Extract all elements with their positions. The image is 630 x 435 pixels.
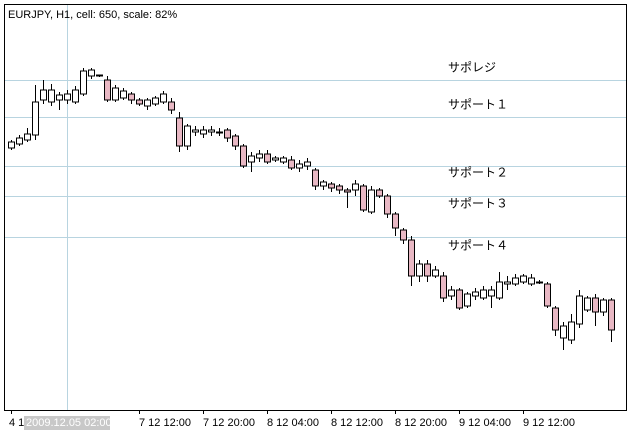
candle-body (320, 181, 327, 187)
x-axis: 4 1 7 12 12:00 7 12 20:00 8 12 04:00 8 12 12… (9, 410, 575, 429)
candle-body (344, 189, 351, 193)
candle-body (416, 263, 423, 277)
candle-body (96, 74, 103, 77)
candle-body (512, 277, 519, 285)
candle-body (40, 89, 47, 101)
candle-body (168, 101, 175, 111)
x-tick-label: 4 1 (9, 417, 24, 429)
candle-body (424, 263, 431, 277)
candle-body (488, 289, 495, 297)
plot-frame (4, 4, 627, 411)
candle-body (48, 89, 55, 103)
level-label: サポート２ (448, 166, 508, 180)
candle-body (192, 129, 199, 133)
level-label: サポート４ (448, 239, 508, 253)
x-tick-label: 9 12 04:00 (459, 417, 511, 429)
candle-body (72, 89, 79, 103)
candle-body (456, 289, 463, 309)
candle-body (64, 93, 71, 101)
candle-body (104, 79, 111, 101)
x-tick-label: 9 12 12:00 (523, 417, 575, 429)
candle-body (88, 69, 95, 77)
candle-body (408, 239, 415, 277)
candle-body (352, 183, 359, 191)
level-label: サポート１ (448, 98, 508, 112)
candle-body (112, 87, 119, 101)
candle-body (368, 189, 375, 213)
candle-body (312, 169, 319, 187)
candle-body (224, 129, 231, 139)
candle-body (544, 283, 551, 307)
candle-body (432, 269, 439, 277)
candle-body (200, 129, 207, 135)
candle-body (232, 135, 239, 147)
candle-body (160, 93, 167, 103)
x-tick-label: 8 12 04:00 (267, 417, 319, 429)
x-tick-label: 7 12 20:00 (203, 417, 255, 429)
candle-body (80, 70, 87, 95)
level-label: サポレジ (448, 61, 496, 75)
chart-title: EURJPY, H1, cell: 650, scale: 82% (8, 9, 177, 21)
candle-body (552, 307, 559, 331)
candle-body (304, 161, 311, 167)
candle-body (392, 213, 399, 229)
candle-body (472, 291, 479, 297)
x-tick-label: 7 12 12:00 (139, 417, 191, 429)
candle-body (280, 157, 287, 163)
candle-body (288, 159, 295, 169)
candle-body (360, 185, 367, 211)
candle-body (264, 153, 271, 163)
x-tick-label: 8 12 12:00 (331, 417, 383, 429)
candle-body (32, 101, 39, 136)
candle-body (136, 99, 143, 105)
candle-body (8, 141, 15, 149)
candle-body (176, 117, 183, 147)
candle-body (584, 297, 591, 311)
candle-body (480, 289, 487, 299)
candle-body (592, 297, 599, 313)
candle-body (496, 281, 503, 299)
candle-body (272, 157, 279, 161)
candle-body (240, 145, 247, 167)
candle-body (400, 229, 407, 241)
candle-body (152, 97, 159, 105)
level-label: サポート３ (448, 197, 508, 211)
candle-body (448, 289, 455, 297)
candle-body (248, 155, 255, 163)
candle-body (440, 275, 447, 299)
candle-body (600, 299, 607, 313)
candle-body (16, 137, 23, 145)
candle-body (56, 94, 63, 101)
crosshair-label: 2009.12.05 02:00 (26, 417, 112, 429)
candle-body (384, 195, 391, 215)
candle-body (328, 183, 335, 189)
candle-body (216, 131, 223, 134)
candle-body (576, 295, 583, 325)
x-tick-label: 8 12 20:00 (395, 417, 447, 429)
candle-body (144, 99, 151, 107)
candle-body (336, 185, 343, 191)
candle-body (24, 133, 31, 141)
candle-body (208, 129, 215, 133)
crosshair-label-bg (24, 416, 110, 430)
candle-body (376, 189, 383, 197)
candle-body (520, 275, 527, 283)
candle-body (464, 293, 471, 307)
candle-body (128, 93, 135, 101)
candle-body (528, 277, 535, 285)
candles (8, 68, 615, 350)
candle-body (568, 321, 575, 341)
candle-body (120, 90, 127, 99)
candle-body (184, 125, 191, 147)
candle-body (608, 299, 615, 331)
candle-body (536, 281, 543, 284)
candle-body (296, 163, 303, 169)
candle-body (560, 325, 567, 339)
candle-body (504, 281, 511, 285)
candle-body (256, 153, 263, 159)
